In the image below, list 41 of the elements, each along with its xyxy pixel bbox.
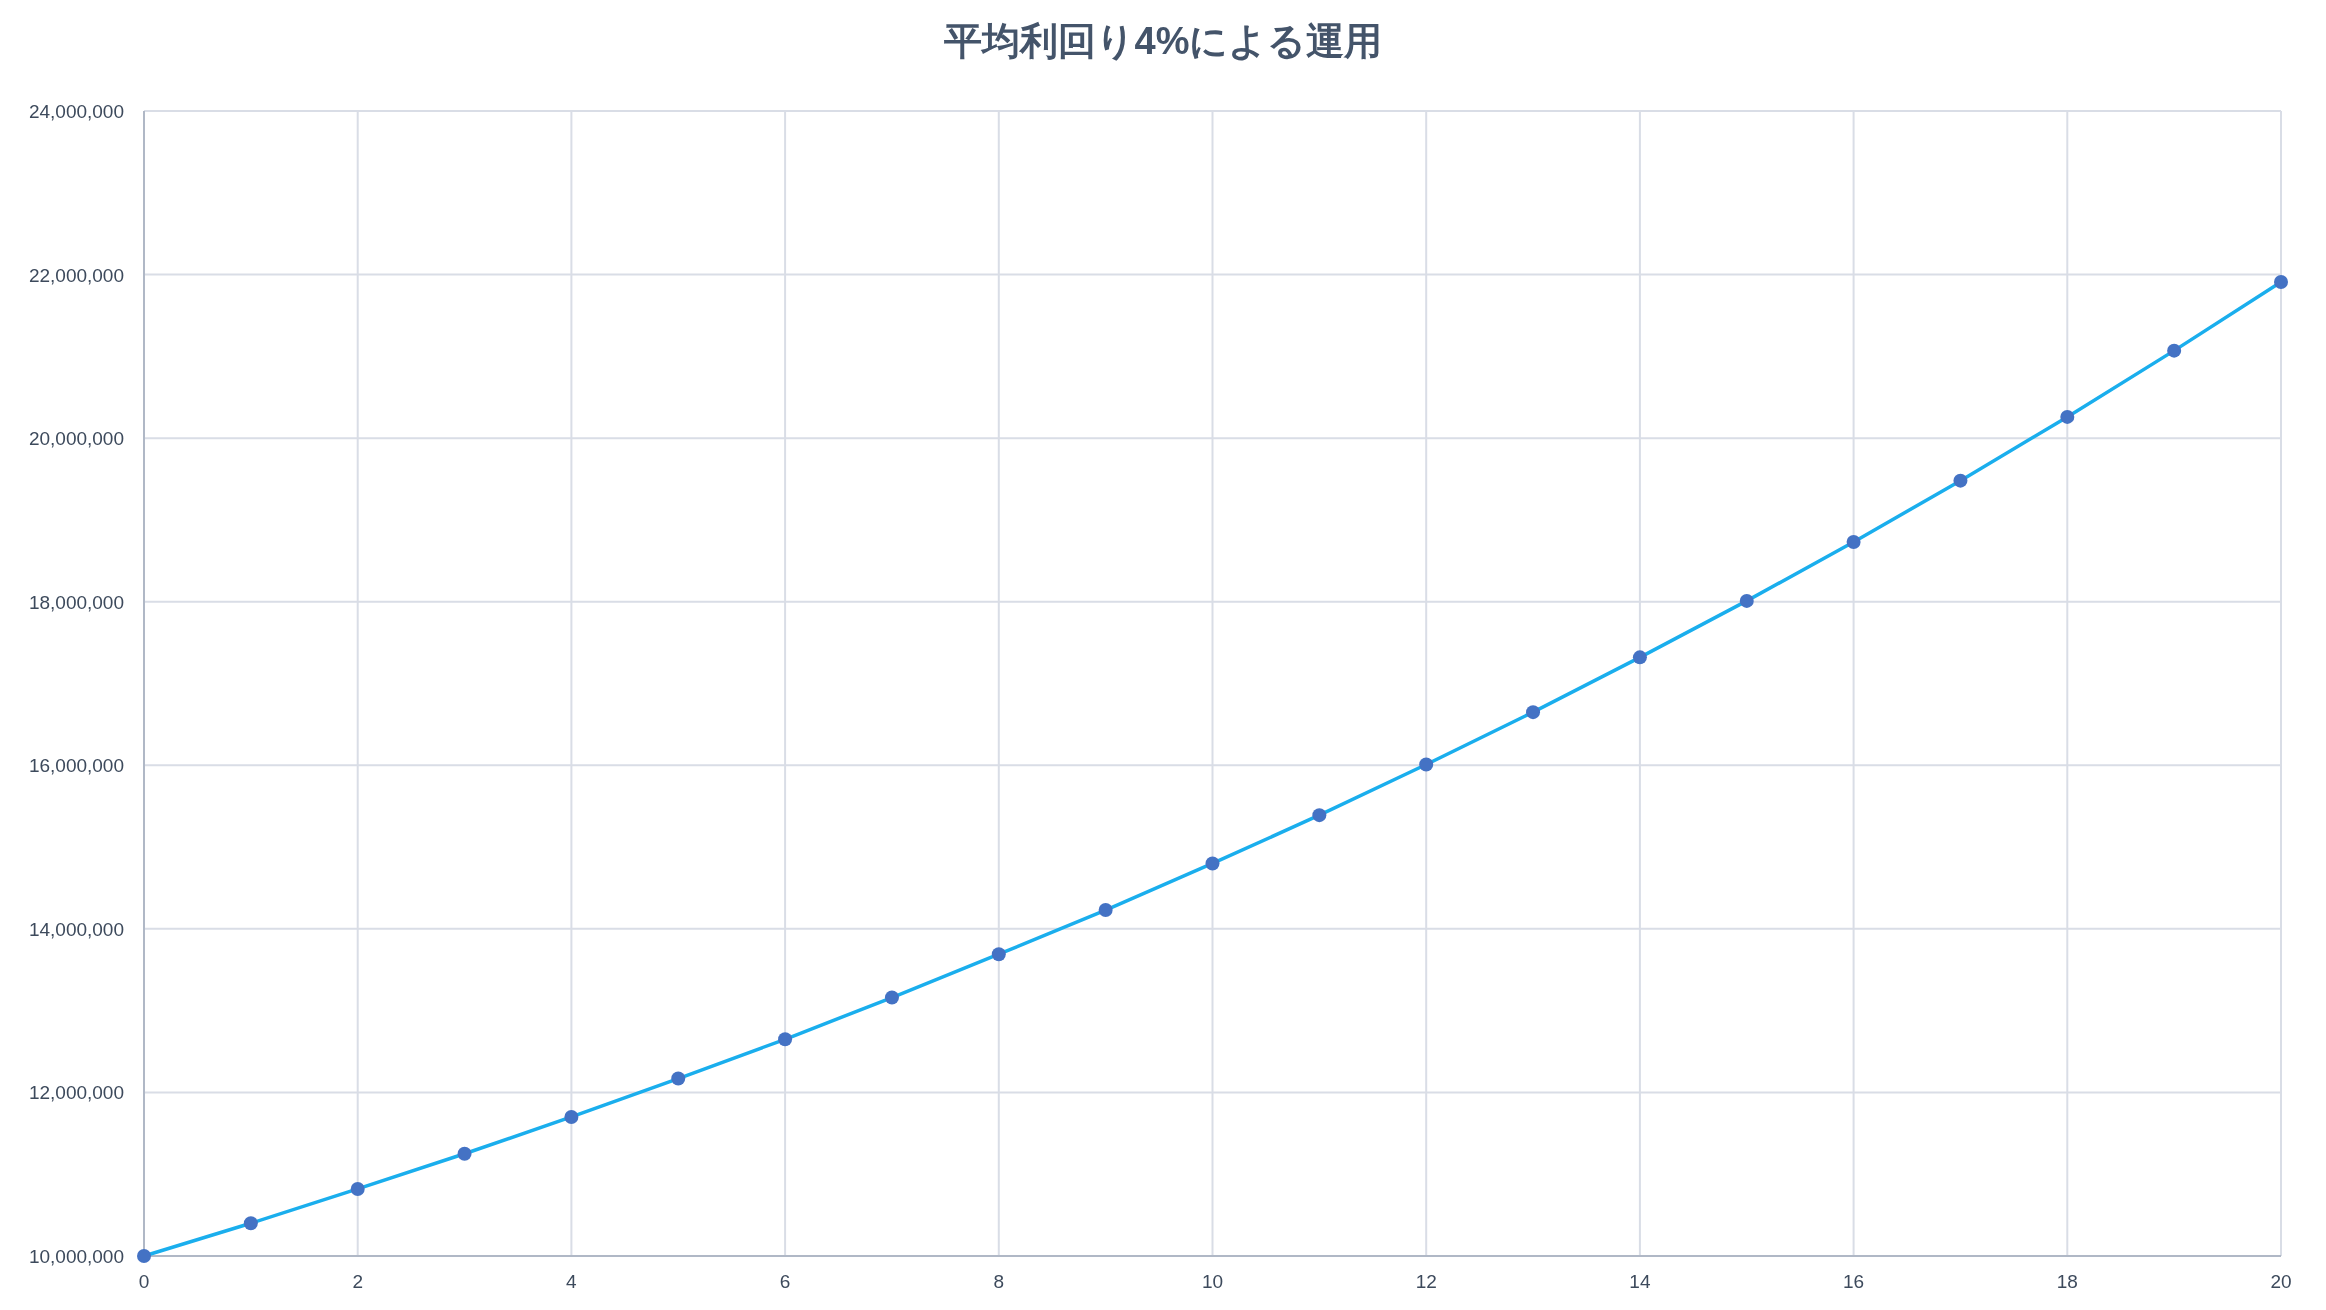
point bbox=[1419, 757, 1434, 772]
point bbox=[457, 1146, 472, 1161]
x-tick-label: 18 bbox=[2056, 1271, 2078, 1292]
x-tick-label: 8 bbox=[993, 1271, 1005, 1292]
y-tick-label: 10,000,000 bbox=[28, 1246, 124, 1267]
y-tick-label: 16,000,000 bbox=[28, 755, 124, 777]
y-tick-label: 20,000,000 bbox=[28, 428, 124, 450]
x-tick-label: 12 bbox=[1415, 1271, 1437, 1292]
y-tick-label: 12,000,000 bbox=[28, 1082, 124, 1104]
point bbox=[350, 1181, 365, 1196]
y-tick-label: 18,000,000 bbox=[28, 591, 124, 613]
point bbox=[1632, 650, 1647, 665]
point bbox=[991, 947, 1006, 962]
chart-title: 平均利回り4%による運用 bbox=[943, 20, 1383, 62]
point bbox=[2060, 409, 2075, 424]
point bbox=[137, 1249, 151, 1263]
point bbox=[1205, 856, 1220, 871]
point bbox=[1312, 808, 1327, 823]
point bbox=[671, 1071, 686, 1086]
x-tick-label: 4 bbox=[566, 1271, 578, 1292]
point bbox=[778, 1032, 793, 1047]
point bbox=[1953, 473, 1968, 488]
x-tick-label: 20 bbox=[2270, 1271, 2292, 1292]
point bbox=[243, 1216, 258, 1231]
point bbox=[1846, 535, 1861, 550]
point bbox=[564, 1109, 579, 1124]
x-tick-label: 14 bbox=[1629, 1271, 1651, 1292]
x-tick-label: 16 bbox=[1843, 1271, 1865, 1292]
y-tick-label: 22,000,000 bbox=[28, 264, 124, 286]
point bbox=[2274, 274, 2288, 289]
point bbox=[2167, 343, 2182, 358]
x-tick-label: 0 bbox=[138, 1271, 150, 1292]
y-tick-label: 24,000,000 bbox=[28, 101, 124, 122]
point bbox=[1739, 593, 1754, 608]
x-tick-label: 6 bbox=[779, 1271, 791, 1292]
y-tick-label: 14,000,000 bbox=[28, 918, 124, 940]
x-tick-label: 10 bbox=[1201, 1271, 1224, 1292]
point bbox=[1098, 903, 1113, 918]
point bbox=[1526, 705, 1541, 720]
point bbox=[884, 990, 899, 1005]
x-tick-label: 2 bbox=[352, 1271, 363, 1292]
